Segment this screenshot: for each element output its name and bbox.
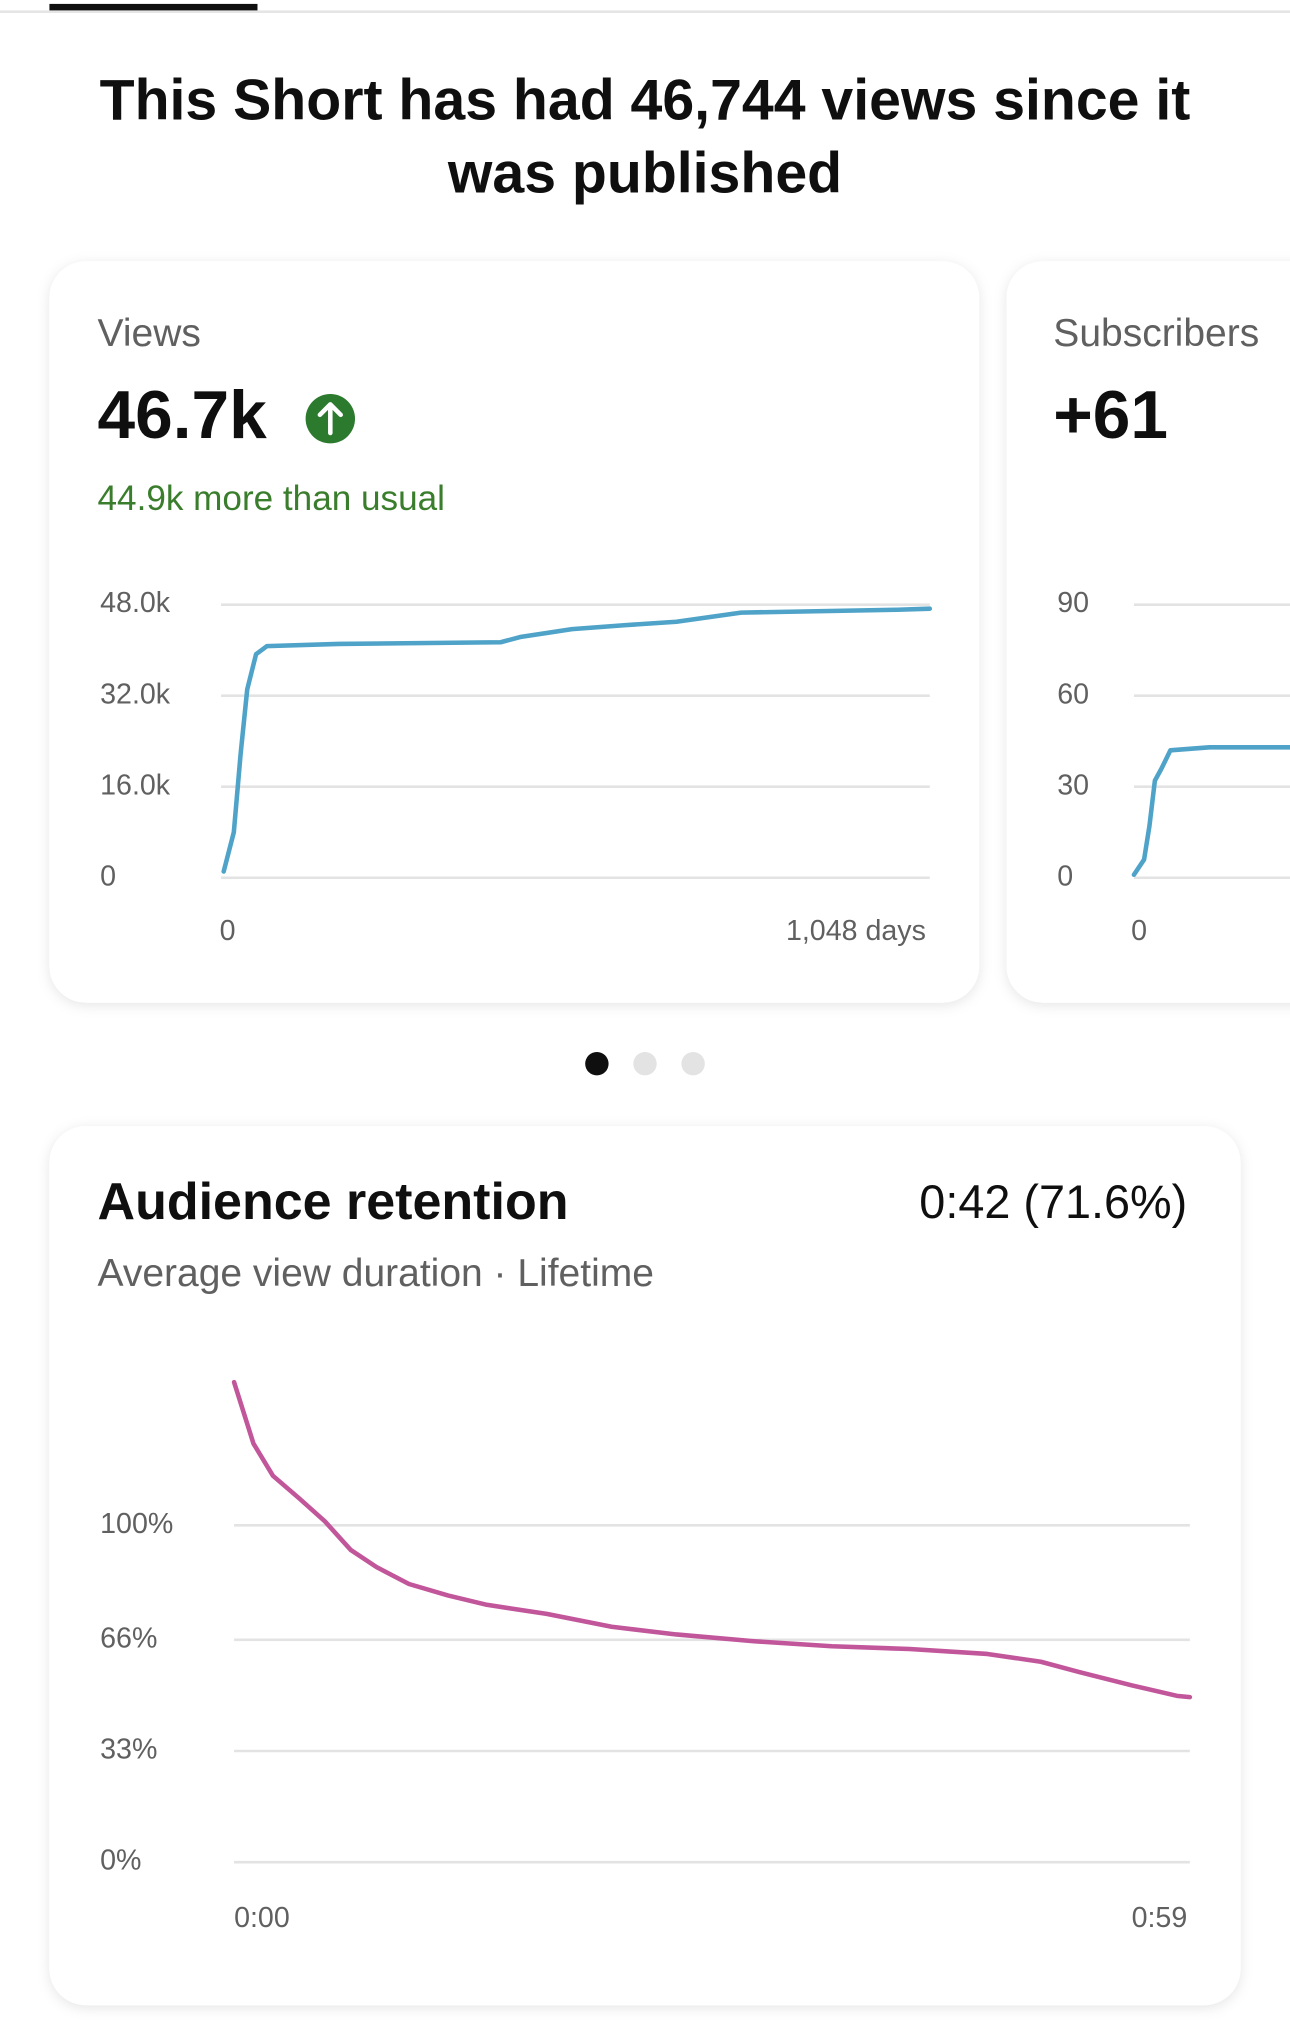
x-tick-label: 0:59 [1132,1902,1188,1934]
retention-card [49,1126,1241,2006]
headline: This Short has had 46,744 views since it… [99,68,1191,206]
card-title: Audience retention [98,1173,569,1231]
card-value: +61 [1053,378,1168,453]
y-tick-label: 0 [100,860,116,892]
y-tick-label: 32.0k [100,678,171,710]
x-tick-label: 0:00 [234,1902,290,1934]
page-dot[interactable] [633,1052,657,1076]
card-value: 0:42 (71.6%) [919,1176,1187,1228]
x-tick-label: 1,048 days [786,915,926,947]
headline-box: This Short has had 46,744 views since it… [99,68,1191,206]
page-dot-active[interactable] [585,1052,609,1076]
card-value: 46.7k [98,378,268,453]
y-tick-label: 90 [1057,587,1089,619]
card-note: 44.9k more than usual [98,479,445,518]
y-tick-label: 16.0k [100,769,171,801]
x-tick-label: 0 [220,915,236,947]
y-tick-label: 60 [1057,678,1089,710]
tab-indicator [49,3,258,11]
subscribers-card[interactable] [1006,261,1290,1003]
up-icon [305,394,356,444]
page-dot[interactable] [681,1052,705,1076]
y-tick-label: 0 [1057,860,1073,892]
y-tick-label: 33% [100,1734,157,1766]
data-line [231,1379,1193,1700]
y-tick-label: 100% [100,1508,173,1540]
y-tick-label: 30 [1057,769,1089,801]
y-tick-label: 66% [100,1622,157,1654]
views-card[interactable] [49,261,980,1003]
x-tick-label: 0 [1131,915,1147,947]
y-tick-label: 0% [100,1845,141,1877]
y-tick-label: 48.0k [100,587,171,619]
card-title: Subscribers [1053,312,1259,355]
data-line [1131,745,1290,878]
data-line [221,606,933,874]
card-subtitle: Average view duration · Lifetime [98,1252,654,1295]
card-title: Views [98,312,201,355]
